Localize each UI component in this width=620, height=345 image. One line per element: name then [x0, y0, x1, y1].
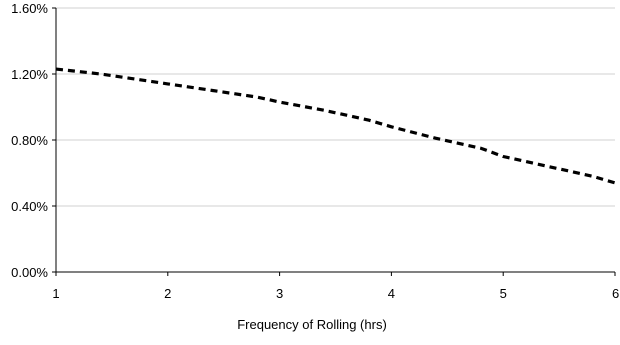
x-tick-label: 6	[612, 286, 619, 301]
y-tick-label: 1.20%	[11, 67, 48, 82]
x-axis-title: Frequency of Rolling (hrs)	[237, 317, 387, 332]
tick-labels: 0.00% 0.40% 0.80% 1.20% 1.60% 1 2 3 4 5 6	[11, 1, 619, 301]
x-tick-label: 1	[52, 286, 59, 301]
gridlines	[56, 7, 615, 207]
series-layer	[55, 67, 616, 185]
axes	[52, 7, 616, 276]
y-tick-label: 0.80%	[11, 133, 48, 148]
x-tick-label: 3	[276, 286, 283, 301]
series-line	[55, 67, 616, 185]
y-tick-label: 0.00%	[11, 265, 48, 280]
x-tick-label: 5	[500, 286, 507, 301]
y-tick-label: 1.60%	[11, 1, 48, 16]
x-tick-label: 2	[164, 286, 171, 301]
x-tick-label: 4	[388, 286, 395, 301]
y-tick-label: 0.40%	[11, 199, 48, 214]
